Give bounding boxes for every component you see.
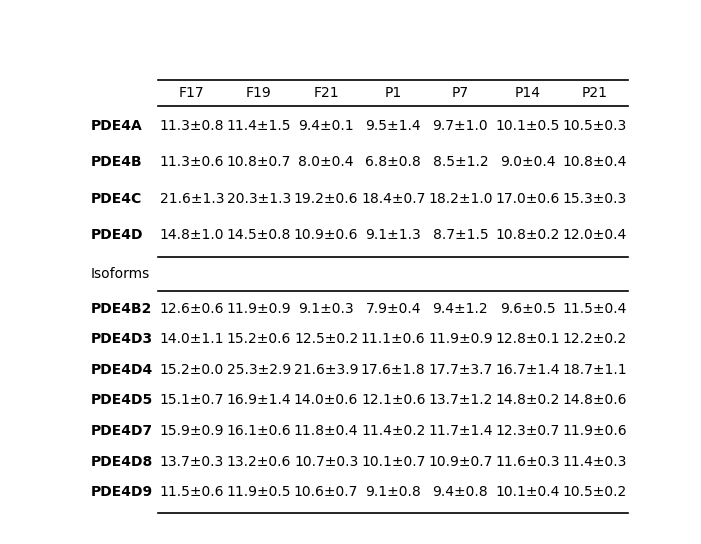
Text: 16.1±0.6: 16.1±0.6 <box>226 424 291 438</box>
Text: 11.4±0.3: 11.4±0.3 <box>562 455 627 468</box>
Text: 11.9±0.9: 11.9±0.9 <box>428 332 493 346</box>
Text: PDE4D9: PDE4D9 <box>90 485 152 499</box>
Text: F17: F17 <box>179 85 205 100</box>
Text: 8.5±1.2: 8.5±1.2 <box>433 156 488 170</box>
Text: 10.8±0.4: 10.8±0.4 <box>562 156 627 170</box>
Text: 9.5±1.4: 9.5±1.4 <box>365 119 421 133</box>
Text: Isoforms: Isoforms <box>90 267 149 281</box>
Text: 7.9±0.4: 7.9±0.4 <box>365 302 421 316</box>
Text: 9.1±0.3: 9.1±0.3 <box>298 302 354 316</box>
Text: 12.3±0.7: 12.3±0.7 <box>496 424 559 438</box>
Text: 14.8±1.0: 14.8±1.0 <box>160 228 224 242</box>
Text: 9.4±1.2: 9.4±1.2 <box>433 302 488 316</box>
Text: 10.1±0.4: 10.1±0.4 <box>496 485 559 499</box>
Text: F21: F21 <box>313 85 339 100</box>
Text: 14.0±1.1: 14.0±1.1 <box>160 332 224 346</box>
Text: PDE4D7: PDE4D7 <box>90 424 152 438</box>
Text: 9.1±1.3: 9.1±1.3 <box>365 228 421 242</box>
Text: PDE4D: PDE4D <box>90 228 143 242</box>
Text: 21.6±3.9: 21.6±3.9 <box>294 363 358 377</box>
Text: 12.1±0.6: 12.1±0.6 <box>361 393 426 407</box>
Text: 12.2±0.2: 12.2±0.2 <box>562 332 627 346</box>
Text: 14.8±0.2: 14.8±0.2 <box>496 393 559 407</box>
Text: P14: P14 <box>515 85 540 100</box>
Text: 15.2±0.6: 15.2±0.6 <box>226 332 291 346</box>
Text: 10.1±0.5: 10.1±0.5 <box>496 119 559 133</box>
Text: 15.9±0.9: 15.9±0.9 <box>160 424 224 438</box>
Text: 14.8±0.6: 14.8±0.6 <box>562 393 627 407</box>
Text: 6.8±0.8: 6.8±0.8 <box>365 156 421 170</box>
Text: 11.1±0.6: 11.1±0.6 <box>361 332 426 346</box>
Text: 10.6±0.7: 10.6±0.7 <box>294 485 358 499</box>
Text: P21: P21 <box>582 85 608 100</box>
Text: 9.1±0.8: 9.1±0.8 <box>365 485 421 499</box>
Text: 20.3±1.3: 20.3±1.3 <box>227 192 291 206</box>
Text: 15.1±0.7: 15.1±0.7 <box>160 393 224 407</box>
Text: 13.7±1.2: 13.7±1.2 <box>428 393 493 407</box>
Text: 11.3±0.6: 11.3±0.6 <box>160 156 224 170</box>
Text: 15.2±0.0: 15.2±0.0 <box>160 363 224 377</box>
Text: 9.7±1.0: 9.7±1.0 <box>433 119 488 133</box>
Text: 13.2±0.6: 13.2±0.6 <box>226 455 291 468</box>
Text: 15.3±0.3: 15.3±0.3 <box>562 192 627 206</box>
Text: PDE4D4: PDE4D4 <box>90 363 153 377</box>
Text: 11.5±0.6: 11.5±0.6 <box>160 485 224 499</box>
Text: 10.5±0.3: 10.5±0.3 <box>562 119 627 133</box>
Text: 9.0±0.4: 9.0±0.4 <box>500 156 555 170</box>
Text: P7: P7 <box>451 85 469 100</box>
Text: 18.7±1.1: 18.7±1.1 <box>562 363 627 377</box>
Text: 21.6±1.3: 21.6±1.3 <box>160 192 224 206</box>
Text: 10.8±0.7: 10.8±0.7 <box>226 156 291 170</box>
Text: 14.5±0.8: 14.5±0.8 <box>226 228 291 242</box>
Text: PDE4D8: PDE4D8 <box>90 455 153 468</box>
Text: 11.9±0.6: 11.9±0.6 <box>562 424 627 438</box>
Text: 13.7±0.3: 13.7±0.3 <box>160 455 224 468</box>
Text: 12.8±0.1: 12.8±0.1 <box>495 332 559 346</box>
Text: PDE4A: PDE4A <box>90 119 142 133</box>
Text: PDE4C: PDE4C <box>90 192 142 206</box>
Text: 10.5±0.2: 10.5±0.2 <box>562 485 627 499</box>
Text: 11.6±0.3: 11.6±0.3 <box>495 455 559 468</box>
Text: 18.2±1.0: 18.2±1.0 <box>428 192 493 206</box>
Text: 11.4±0.2: 11.4±0.2 <box>361 424 426 438</box>
Text: 12.0±0.4: 12.0±0.4 <box>562 228 627 242</box>
Text: 10.7±0.3: 10.7±0.3 <box>294 455 358 468</box>
Text: 11.7±1.4: 11.7±1.4 <box>428 424 493 438</box>
Text: 17.0±0.6: 17.0±0.6 <box>496 192 559 206</box>
Text: 16.7±1.4: 16.7±1.4 <box>495 363 559 377</box>
Text: 9.4±0.8: 9.4±0.8 <box>433 485 488 499</box>
Text: 8.0±0.4: 8.0±0.4 <box>299 156 354 170</box>
Text: 10.9±0.7: 10.9±0.7 <box>428 455 493 468</box>
Text: PDE4D5: PDE4D5 <box>90 393 153 407</box>
Text: 10.9±0.6: 10.9±0.6 <box>294 228 358 242</box>
Text: 14.0±0.6: 14.0±0.6 <box>294 393 358 407</box>
Text: 11.9±0.5: 11.9±0.5 <box>226 485 291 499</box>
Text: PDE4B2: PDE4B2 <box>90 302 151 316</box>
Text: P1: P1 <box>385 85 402 100</box>
Text: 9.4±0.1: 9.4±0.1 <box>298 119 354 133</box>
Text: PDE4D3: PDE4D3 <box>90 332 152 346</box>
Text: 19.2±0.6: 19.2±0.6 <box>294 192 358 206</box>
Text: 12.6±0.6: 12.6±0.6 <box>160 302 224 316</box>
Text: 12.5±0.2: 12.5±0.2 <box>294 332 358 346</box>
Text: 11.8±0.4: 11.8±0.4 <box>294 424 358 438</box>
Text: 10.1±0.7: 10.1±0.7 <box>361 455 426 468</box>
Text: 25.3±2.9: 25.3±2.9 <box>227 363 291 377</box>
Text: 11.3±0.8: 11.3±0.8 <box>160 119 224 133</box>
Text: 11.5±0.4: 11.5±0.4 <box>562 302 627 316</box>
Text: 10.8±0.2: 10.8±0.2 <box>496 228 559 242</box>
Text: 9.6±0.5: 9.6±0.5 <box>500 302 555 316</box>
Text: 11.9±0.9: 11.9±0.9 <box>226 302 291 316</box>
Text: 8.7±1.5: 8.7±1.5 <box>433 228 488 242</box>
Text: 17.6±1.8: 17.6±1.8 <box>361 363 426 377</box>
Text: PDE4B: PDE4B <box>90 156 142 170</box>
Text: 18.4±0.7: 18.4±0.7 <box>361 192 426 206</box>
Text: 17.7±3.7: 17.7±3.7 <box>428 363 493 377</box>
Text: 16.9±1.4: 16.9±1.4 <box>226 393 291 407</box>
Text: F19: F19 <box>246 85 272 100</box>
Text: 11.4±1.5: 11.4±1.5 <box>226 119 291 133</box>
